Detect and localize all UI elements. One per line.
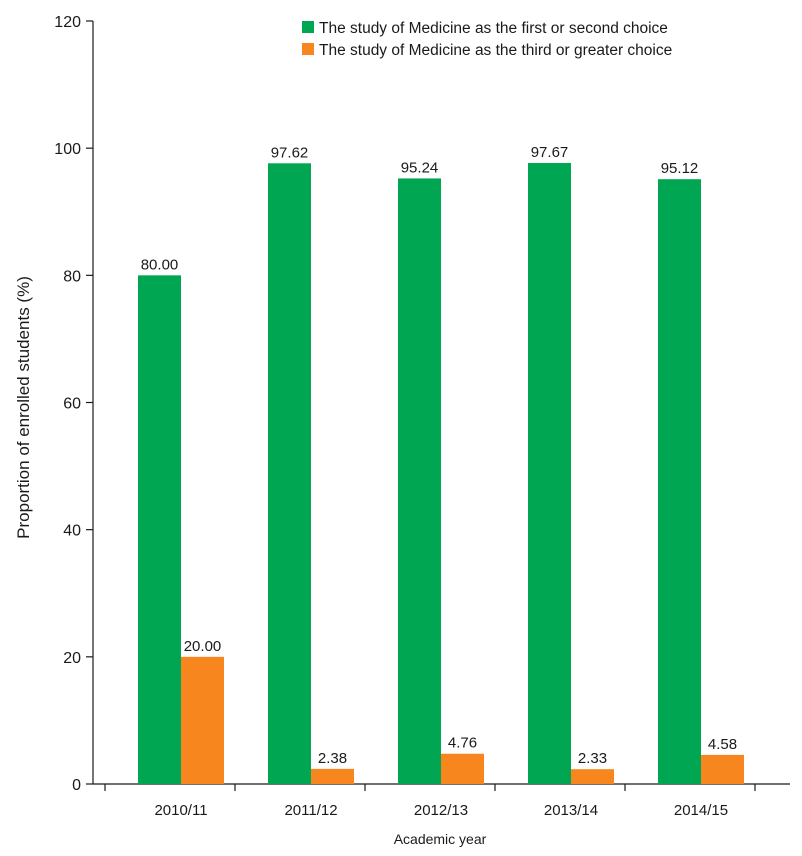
y-tick-label: 80 bbox=[63, 268, 81, 285]
bar-first-second-choice bbox=[268, 163, 311, 784]
y-tick-label: 0 bbox=[72, 777, 81, 794]
x-category-label: 2011/12 bbox=[284, 802, 337, 819]
y-tick-label: 100 bbox=[54, 141, 81, 158]
x-axis-title: Academic year bbox=[394, 831, 487, 847]
legend-swatch-third-greater bbox=[302, 43, 314, 55]
data-label: 80.00 bbox=[141, 256, 179, 273]
legend-label: The study of Medicine as the third or gr… bbox=[319, 42, 672, 59]
y-tick-label: 40 bbox=[63, 523, 81, 540]
bar-third-greater-choice bbox=[701, 754, 744, 784]
bars bbox=[138, 162, 744, 785]
legend-label: The study of Medicine as the first or se… bbox=[319, 20, 668, 37]
data-label: 97.62 bbox=[271, 144, 309, 161]
legend: The study of Medicine as the first or se… bbox=[302, 20, 672, 59]
data-label: 20.00 bbox=[184, 638, 222, 655]
bar-third-greater-choice bbox=[441, 753, 484, 784]
y-tick-label: 20 bbox=[63, 650, 81, 667]
data-label: 4.58 bbox=[708, 736, 737, 753]
bar-first-second-choice bbox=[528, 162, 571, 785]
bar-third-greater-choice bbox=[181, 656, 224, 784]
y-tick-label: 60 bbox=[63, 396, 81, 413]
axes: 0 20 40 60 80 100 120 2010/11 2011/12 2012/13 2013… bbox=[54, 14, 790, 819]
x-category-label: 2010/11 bbox=[154, 802, 207, 819]
data-label: 97.67 bbox=[531, 144, 569, 161]
bar-first-second-choice bbox=[398, 178, 441, 785]
y-tick-label: 120 bbox=[54, 14, 81, 31]
x-category-label: 2013/14 bbox=[544, 802, 598, 819]
x-category-label: 2014/15 bbox=[674, 802, 728, 819]
x-category-label: 2012/13 bbox=[414, 802, 468, 819]
data-label: 4.76 bbox=[448, 735, 477, 752]
data-label: 2.38 bbox=[318, 750, 347, 767]
bar-third-greater-choice bbox=[571, 769, 614, 784]
data-labels: 80.00 97.62 95.24 97.67 95.12 20.00 2.38 4.76 2.… bbox=[141, 144, 737, 767]
bar-third-greater-choice bbox=[311, 768, 354, 784]
y-axis-title: Proportion of enrolled students (%) bbox=[14, 276, 33, 539]
data-label: 2.33 bbox=[578, 750, 607, 767]
legend-swatch-first-second bbox=[302, 21, 314, 33]
data-label: 95.12 bbox=[661, 160, 699, 177]
data-label: 95.24 bbox=[401, 159, 439, 176]
bar-first-second-choice bbox=[658, 179, 701, 785]
bar-first-second-choice bbox=[138, 275, 181, 784]
